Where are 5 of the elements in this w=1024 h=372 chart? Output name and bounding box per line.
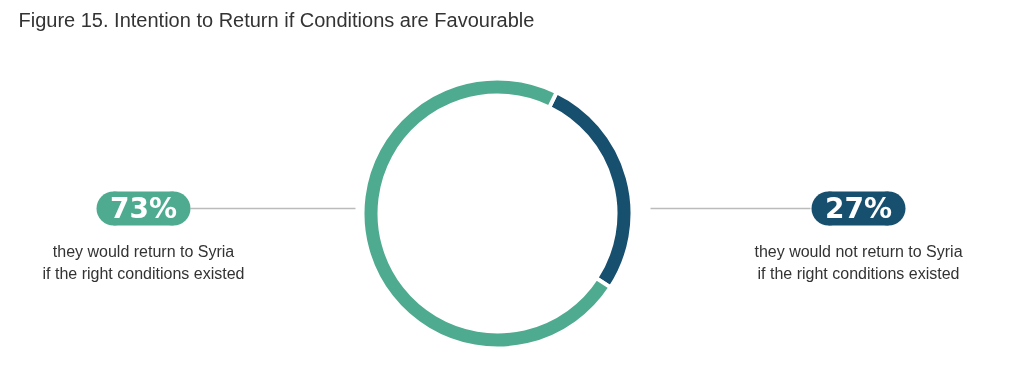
legend-label: they would not return to Syria if the right conditions existed (754, 242, 963, 283)
data-label: 73% (109, 192, 178, 225)
legend-label: they would return to Syria if the right conditions existed (42, 242, 245, 283)
chart-title: Figure 15. Intention to Return if Conditions are Favourable (18, 8, 535, 31)
data-label: 27% (824, 192, 893, 225)
